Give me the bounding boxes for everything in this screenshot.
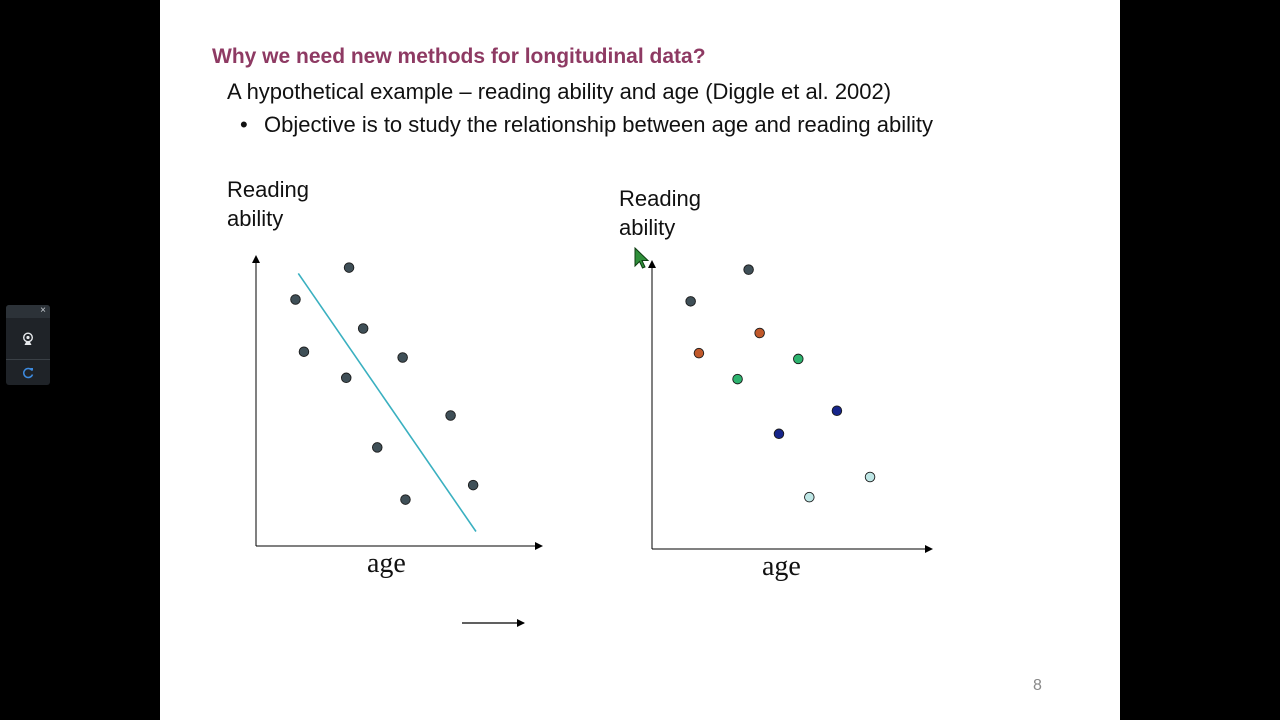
right-ylabel-line2: ability (619, 215, 676, 240)
left-data-point-1 (290, 294, 301, 305)
right-scatter-chart (648, 260, 933, 553)
mouse-cursor-icon (634, 246, 650, 269)
toolbar-separator (6, 359, 50, 360)
left-data-point-2 (298, 346, 310, 357)
right-data-point-2 (743, 264, 754, 275)
right-data-point-8 (831, 405, 843, 417)
left-data-point-9 (445, 410, 456, 421)
right-data-point-10 (864, 471, 876, 483)
right-ylabel-line1: Reading (619, 186, 701, 211)
right-data-point-1 (685, 296, 696, 307)
right-data-point-3 (693, 347, 705, 359)
toolbar-header: × (6, 305, 50, 318)
left-ylabel-line1: Reading (227, 177, 309, 202)
right-chart-ylabel: Reading ability (619, 184, 701, 242)
refresh-icon (23, 367, 34, 379)
right-data-point-5 (732, 373, 743, 385)
left-chart-ylabel: Reading ability (227, 175, 309, 233)
bullet-text: Objective is to study the relationship b… (264, 112, 933, 137)
charts-canvas (252, 246, 933, 627)
left-data-point-7 (397, 352, 408, 363)
left-data-point-6 (372, 442, 383, 453)
page-number: 8 (1033, 677, 1042, 694)
left-ylabel-line2: ability (227, 206, 284, 231)
left-scatter-chart (252, 255, 543, 627)
slide-subtitle: A hypothetical example – reading ability… (227, 79, 892, 104)
close-icon[interactable]: × (40, 305, 46, 316)
left-data-point-4 (340, 372, 352, 384)
webcam-button[interactable] (18, 329, 38, 349)
left-data-point-10 (467, 479, 479, 491)
right-chart-xlabel: age (762, 551, 801, 582)
bullet-item: • Objective is to study the relationship … (240, 112, 933, 138)
webcam-icon (22, 332, 34, 345)
floating-toolbar: × (6, 305, 50, 385)
left-data-point-8 (400, 494, 411, 505)
left-trend-line (297, 272, 477, 532)
left-chart-xlabel: age (367, 548, 406, 579)
right-data-point-6 (793, 353, 804, 365)
slide: Why we need new methods for longitudinal… (160, 0, 1120, 720)
left-data-point-5 (357, 323, 369, 334)
bullet-dot: • (240, 112, 248, 137)
right-data-point-7 (773, 428, 785, 440)
left-data-point-3 (343, 262, 355, 273)
slide-title: Why we need new methods for longitudinal… (212, 45, 706, 68)
right-data-point-4 (754, 327, 765, 339)
refresh-button[interactable] (18, 363, 38, 383)
right-data-point-9 (804, 491, 815, 503)
